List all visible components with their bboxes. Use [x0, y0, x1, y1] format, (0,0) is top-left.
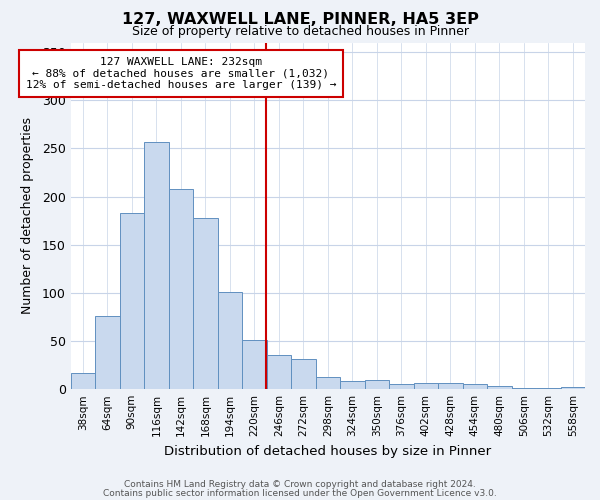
Text: Size of property relative to detached houses in Pinner: Size of property relative to detached ho… — [131, 25, 469, 38]
Bar — [413, 384, 438, 389]
Bar — [71, 373, 95, 389]
Bar — [266, 354, 291, 389]
X-axis label: Distribution of detached houses by size in Pinner: Distribution of detached houses by size … — [164, 444, 491, 458]
Y-axis label: Number of detached properties: Number of detached properties — [20, 118, 34, 314]
Bar — [536, 388, 560, 389]
Bar — [169, 189, 193, 389]
Bar — [242, 340, 266, 389]
Bar — [487, 386, 512, 389]
Bar — [291, 360, 316, 389]
Text: Contains HM Land Registry data © Crown copyright and database right 2024.: Contains HM Land Registry data © Crown c… — [124, 480, 476, 489]
Bar — [316, 376, 340, 389]
Bar — [144, 142, 169, 389]
Bar — [560, 388, 585, 389]
Bar — [193, 218, 218, 389]
Text: 127, WAXWELL LANE, PINNER, HA5 3EP: 127, WAXWELL LANE, PINNER, HA5 3EP — [122, 12, 478, 28]
Bar — [463, 384, 487, 389]
Bar — [512, 388, 536, 389]
Bar — [119, 213, 144, 389]
Bar — [438, 384, 463, 389]
Bar — [95, 316, 119, 389]
Text: 127 WAXWELL LANE: 232sqm
← 88% of detached houses are smaller (1,032)
12% of sem: 127 WAXWELL LANE: 232sqm ← 88% of detach… — [26, 56, 336, 90]
Bar — [340, 380, 365, 389]
Bar — [365, 380, 389, 389]
Bar — [218, 292, 242, 389]
Text: Contains public sector information licensed under the Open Government Licence v3: Contains public sector information licen… — [103, 488, 497, 498]
Bar — [389, 384, 413, 389]
